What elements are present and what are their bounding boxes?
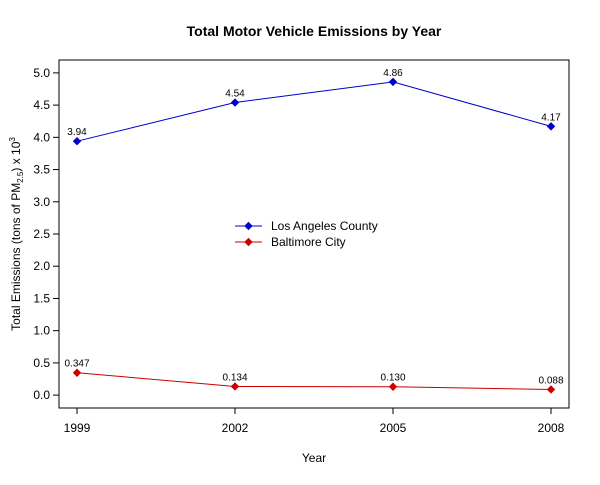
data-label: 4.86 [383,68,403,79]
x-tick-label: 2002 [222,421,249,435]
y-tick-label: 1.0 [33,324,50,338]
data-point [230,382,240,391]
data-label: 0.134 [222,372,247,383]
y-tick-label: 3.5 [33,163,50,177]
series-line [76,372,552,390]
y-tick-label: 3.0 [33,195,50,209]
series-line [76,81,552,142]
series-layer: 3.94 4.54 4.86 4.17 0.347 0.134 0.130 0.088 [64,68,564,394]
y-axis-label-prefix: Total Emissions (tons of PM [9,183,23,331]
y-axis-label: Total Emissions (tons of PM2.5) x 103 [8,137,25,331]
legend-label: Los Angeles County [271,219,378,233]
data-label: 0.347 [64,359,89,370]
data-point [72,136,82,146]
data-label: 0.130 [380,373,405,384]
x-axis: 1999 2002 2005 2008 [64,408,565,435]
data-point [230,98,240,107]
y-tick-label: 4.0 [33,130,50,144]
y-axis-label-superscript: 3 [8,137,17,142]
y-axis: 0.0 0.5 1.0 1.5 2.0 2.5 3.0 3.5 4.0 4.5 5.0 [33,66,59,402]
legend-marker [244,221,253,231]
legend-entry: Baltimore City [235,235,346,249]
chart-title: Total Motor Vehicle Emissions by Year [187,23,442,39]
y-axis-label-subscript: 2.5 [16,171,25,183]
data-point [72,368,82,377]
y-tick-label: 0.0 [33,388,50,402]
plot-frame [58,59,570,409]
y-tick-label: 5.0 [33,66,50,80]
data-point [388,382,398,391]
series-1: 0.347 0.134 0.130 0.088 [64,359,564,394]
y-tick-label: 2.0 [33,259,50,273]
x-tick-label: 2005 [380,421,407,435]
x-tick-label: 1999 [64,421,91,435]
y-tick-label: 4.5 [33,98,50,112]
data-label: 3.94 [67,127,87,138]
data-label: 4.17 [541,112,561,123]
legend-marker [244,237,253,247]
data-point [546,122,556,131]
legend-label: Baltimore City [271,235,346,249]
data-label: 0.088 [538,375,563,386]
y-tick-label: 1.5 [33,291,50,305]
data-point [546,385,556,394]
series-0: 3.94 4.54 4.86 4.17 [67,68,561,146]
x-axis-label: Year [302,451,326,465]
y-tick-label: 2.5 [33,227,50,241]
legend-entry: Los Angeles County [235,219,378,233]
y-axis-label-middle: ) x 10 [9,141,23,171]
legend: Los Angeles County Baltimore City [235,219,378,249]
y-tick-label: 0.5 [33,356,50,370]
data-label: 4.54 [225,89,245,100]
x-tick-label: 2008 [538,421,565,435]
data-point [388,77,398,87]
